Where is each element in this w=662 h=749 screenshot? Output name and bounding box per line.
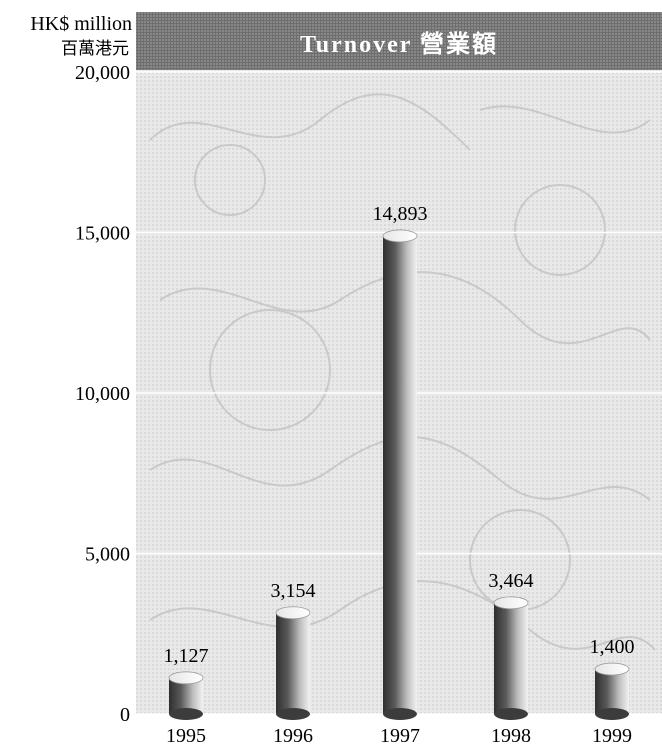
y-tick-label: 15,000 (75, 223, 130, 245)
bar-base (276, 708, 310, 720)
bar-1998 (493, 596, 529, 720)
bars (168, 229, 630, 720)
value-label: 3,464 (489, 570, 534, 592)
y-tick-label: 10,000 (75, 383, 130, 405)
bar-1995 (168, 671, 204, 720)
chart-title: Turnover 營業額 (300, 30, 498, 58)
x-tick-label: 1998 (491, 725, 531, 747)
title-band (136, 12, 662, 70)
bar-cap (594, 662, 630, 676)
x-tick-label: 1995 (166, 725, 206, 747)
x-tick-label: 1999 (592, 725, 632, 747)
bar-base (383, 708, 417, 720)
bar-1997 (382, 229, 418, 720)
value-labels: 1,127 3,154 14,893 3,464 1,400 (164, 203, 635, 667)
y-axis-label-secondary: 百萬港元 (61, 39, 129, 58)
value-label: 1,400 (590, 636, 635, 658)
value-label: 1,127 (164, 645, 209, 667)
bar-cap (382, 229, 418, 243)
x-axis-ticks: 1995 1996 1997 1998 1999 (166, 725, 632, 747)
y-axis-label: HK$ million (30, 13, 132, 35)
bar-base (494, 708, 528, 720)
value-label: 14,893 (373, 203, 428, 225)
bar-cap (168, 671, 204, 685)
y-tick-label: 20,000 (75, 62, 130, 84)
x-tick-label: 1996 (273, 725, 313, 747)
bar-cap (275, 606, 311, 620)
bar-base (169, 708, 203, 720)
bar-cap (493, 596, 529, 610)
value-label: 3,154 (271, 580, 316, 602)
y-tick-label: 5,000 (85, 544, 130, 566)
bar-body (595, 669, 629, 714)
bar-1996 (275, 606, 311, 720)
x-tick-label: 1997 (380, 725, 420, 747)
y-tick-label: 0 (120, 704, 130, 726)
y-axis-ticks: 0 5,000 10,000 15,000 20,000 (75, 62, 130, 726)
bar-body (494, 602, 528, 714)
bar-body (383, 235, 417, 714)
bar-base (595, 708, 629, 720)
bar-body (276, 612, 310, 714)
bar-1999 (594, 662, 630, 720)
